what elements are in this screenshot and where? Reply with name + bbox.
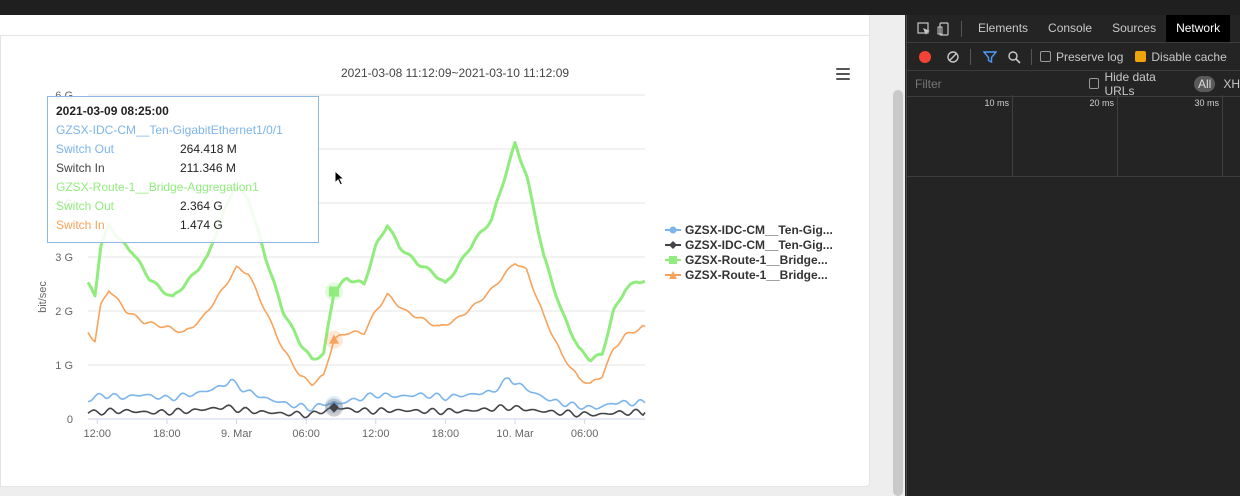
timeline-gridline — [1012, 95, 1013, 176]
inspect-element-icon[interactable] — [915, 20, 933, 38]
tooltip-row: Switch In 211.346 M — [56, 161, 310, 180]
tooltip-row-label: Switch In — [56, 218, 105, 232]
y-tick-label: 0 — [67, 414, 73, 426]
toolbar-divider — [970, 48, 971, 65]
disable-cache-label: Disable cache — [1151, 49, 1227, 64]
devtools-tab-bar: Elements Console Sources Network — [907, 15, 1240, 43]
timeline-gridline — [1117, 95, 1118, 176]
timeline-label: 30 ms — [1194, 98, 1219, 108]
device-toolbar-icon[interactable] — [935, 20, 953, 38]
x-tick-label: 06:00 — [292, 428, 320, 440]
timeline-label: 20 ms — [1089, 98, 1114, 108]
x-tick-label: 06:00 — [571, 428, 599, 440]
legend-label: GZSX-IDC-CM__Ten-Gig... — [685, 237, 833, 252]
chart-legend: GZSX-IDC-CM__Ten-Gig... GZSX-IDC-CM__Ten-… — [665, 222, 865, 282]
x-tick-label: 18:00 — [432, 428, 460, 440]
network-filter-bar: Hide data URLs All XH — [907, 69, 1240, 98]
filter-xhr-button[interactable]: XH — [1223, 76, 1240, 91]
x-tick-label: 10. Mar — [496, 428, 534, 440]
filter-icon[interactable] — [981, 48, 999, 66]
x-tick-label: 18:00 — [153, 428, 181, 440]
y-tick-label: 3 G — [55, 252, 73, 264]
preserve-log-label: Preserve log — [1056, 49, 1124, 64]
chart-tooltip: 2021-03-09 08:25:00 GZSX-IDC-CM__Ten-Gig… — [47, 96, 319, 243]
tooltip-row-label: Switch In — [56, 161, 105, 175]
hover-marker-square — [329, 286, 340, 297]
legend-symbol-circle-icon — [665, 226, 681, 233]
legend-label: GZSX-Route-1__Bridge... — [685, 252, 828, 267]
tooltip-series-title: GZSX-IDC-CM__Ten-GigabitEthernet1/0/1 — [56, 123, 283, 137]
tab-elements[interactable]: Elements — [978, 21, 1029, 35]
card-top-edge — [0, 15, 870, 35]
filter-input[interactable] — [913, 73, 1085, 94]
legend-item[interactable]: GZSX-IDC-CM__Ten-Gig... — [665, 222, 865, 237]
hover-marker-triangle — [329, 334, 340, 344]
series-line-1 — [87, 404, 646, 419]
hover-marker-diamond — [329, 402, 340, 413]
timeline-label: 10 ms — [984, 98, 1009, 108]
series-line-2 — [86, 141, 646, 363]
x-tick-label: 12:00 — [362, 428, 390, 440]
tooltip-row-value: 264.418 M — [180, 142, 237, 156]
legend-label: GZSX-IDC-CM__Ten-Gig... — [685, 222, 833, 237]
timeline-gridline — [1222, 95, 1223, 176]
hide-data-urls-checkbox[interactable] — [1088, 78, 1100, 89]
y-tick-label: 2 G — [55, 306, 73, 318]
tooltip-row-value: 1.474 G — [180, 218, 223, 232]
filter-all-button[interactable]: All — [1193, 75, 1216, 92]
tooltip-row: Switch In 1.474 G — [56, 218, 310, 237]
legend-item[interactable]: GZSX-Route-1__Bridge... — [665, 252, 865, 267]
legend-label: GZSX-Route-1__Bridge... — [685, 267, 828, 282]
hamburger-menu-icon[interactable] — [836, 68, 850, 82]
x-tick-label: 12:00 — [84, 428, 112, 440]
tab-network[interactable]: Network — [1166, 15, 1231, 42]
network-toolbar: Preserve log Disable cache — [907, 43, 1240, 71]
tooltip-row-label: Switch Out — [56, 142, 115, 156]
hide-data-urls-label: Hide data URLs — [1104, 69, 1156, 98]
tooltip-date: 2021-03-09 08:25:00 — [56, 104, 169, 118]
clear-icon[interactable] — [944, 48, 962, 66]
legend-symbol-triangle-icon — [665, 270, 681, 279]
network-timeline: 10 ms 20 ms 30 ms — [907, 95, 1240, 177]
tooltip-row-value: 211.346 M — [180, 161, 236, 175]
legend-symbol-square-icon — [665, 255, 681, 264]
tooltip-series-title: GZSX-Route-1__Bridge-Aggregation1 — [56, 180, 259, 194]
legend-symbol-diamond-icon — [665, 240, 681, 249]
tab-console[interactable]: Console — [1048, 21, 1093, 35]
series-line-0 — [87, 377, 646, 412]
tab-sources[interactable]: Sources — [1112, 21, 1157, 35]
chart-title: 2021-03-08 11:12:09~2021-03-10 11:12:09 — [340, 66, 570, 80]
tab-divider — [961, 20, 962, 37]
legend-item[interactable]: GZSX-IDC-CM__Ten-Gig... — [665, 237, 865, 252]
mouse-cursor-icon — [334, 170, 346, 186]
page-scrollbar[interactable] — [893, 90, 903, 496]
x-tick-label: 9. Mar — [221, 428, 253, 440]
preserve-log-checkbox[interactable] — [1040, 51, 1051, 62]
series-line-3 — [87, 263, 646, 387]
disable-cache-checkbox[interactable] — [1135, 51, 1147, 62]
tooltip-row: Switch Out 2.364 G — [56, 199, 310, 218]
toolbar-divider — [1031, 48, 1032, 65]
search-icon[interactable] — [1005, 48, 1023, 66]
browser-top-bar — [0, 0, 1240, 15]
devtools-panel: Elements Console Sources Network Preserv… — [906, 15, 1240, 496]
y-axis-label: bit/sec — [37, 281, 49, 313]
legend-item[interactable]: GZSX-Route-1__Bridge... — [665, 267, 865, 282]
tooltip-row-value: 2.364 G — [180, 199, 223, 213]
y-tick-label: 1 G — [55, 360, 73, 372]
record-icon[interactable] — [916, 48, 934, 66]
tooltip-row-label: Switch Out — [56, 199, 115, 213]
page-area — [0, 15, 905, 496]
tooltip-row: Switch Out 264.418 M — [56, 142, 310, 161]
